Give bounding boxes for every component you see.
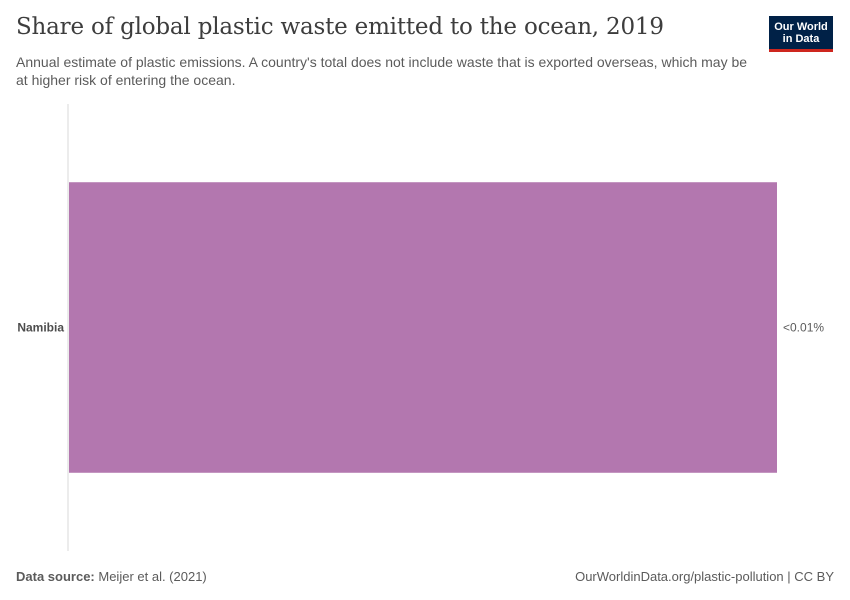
owid-logo[interactable]: Our World in Data: [769, 16, 833, 52]
data-source-link[interactable]: Meijer et al. (2021): [98, 569, 207, 584]
data-source: Data source: Meijer et al. (2021): [16, 569, 207, 584]
bars-layer: Namibia <0.01%: [17, 182, 824, 473]
bar-namibia[interactable]: [69, 182, 777, 473]
category-label: Namibia: [17, 321, 64, 335]
logo-line-1: Our World: [774, 21, 828, 33]
chart-title: Share of global plastic waste emitted to…: [16, 14, 664, 40]
data-source-label: Data source:: [16, 569, 95, 584]
logo-line-2: in Data: [782, 33, 820, 45]
chart-subtitle: Annual estimate of plastic emissions. A …: [16, 54, 748, 88]
value-label: <0.01%: [783, 321, 824, 335]
credit-link[interactable]: OurWorldinData.org/plastic-pollution | C…: [575, 569, 834, 584]
